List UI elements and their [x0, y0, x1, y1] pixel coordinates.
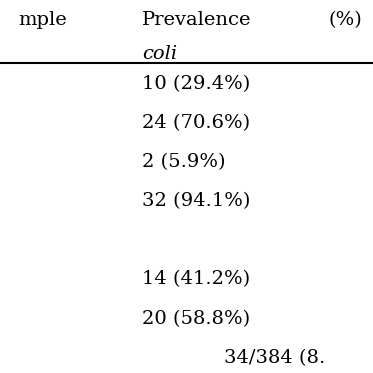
Text: 14 (41.2%): 14 (41.2%)	[142, 270, 250, 288]
Text: (%): (%)	[328, 11, 362, 29]
Text: 20 (58.8%): 20 (58.8%)	[142, 310, 250, 327]
Text: coli: coli	[142, 45, 177, 63]
Text: 24 (70.6%): 24 (70.6%)	[142, 114, 250, 132]
Text: 2 (5.9%): 2 (5.9%)	[142, 153, 225, 171]
Text: Prevalence: Prevalence	[142, 11, 251, 29]
Text: 34/384 (8.: 34/384 (8.	[224, 349, 325, 367]
Text: 10 (29.4%): 10 (29.4%)	[142, 75, 250, 93]
Text: 32 (94.1%): 32 (94.1%)	[142, 192, 250, 210]
Text: mple: mple	[19, 11, 68, 29]
